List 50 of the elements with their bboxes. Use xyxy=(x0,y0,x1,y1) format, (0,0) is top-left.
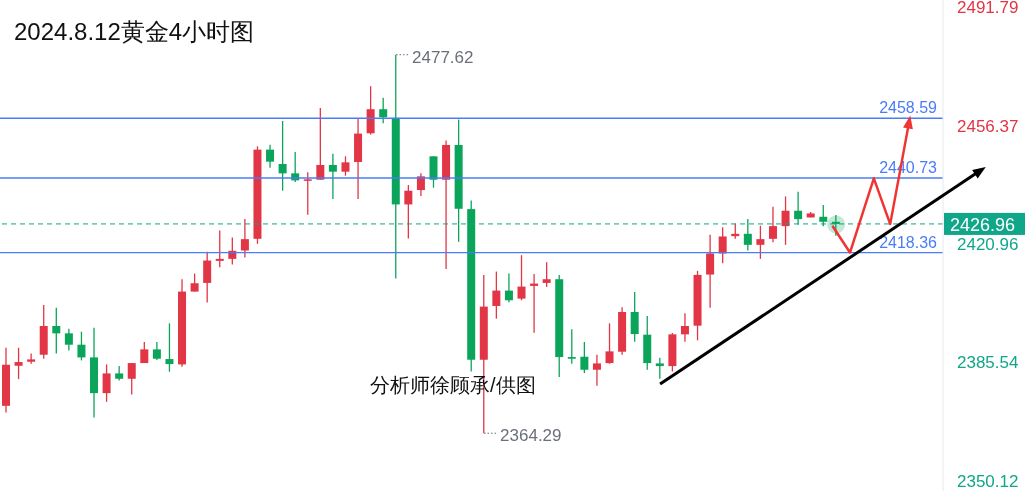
candlestick xyxy=(819,204,828,227)
candlestick xyxy=(379,97,388,124)
candlestick xyxy=(215,229,224,268)
candlestick xyxy=(567,328,576,365)
ref-line-label: 2426.96 xyxy=(950,214,1016,235)
candlestick xyxy=(240,218,249,259)
y-tick-label: 2456.37 xyxy=(957,116,1019,136)
y-tick-label: 2350.12 xyxy=(957,471,1019,491)
candlestick xyxy=(504,272,513,303)
candlestick xyxy=(203,251,212,304)
candlestick xyxy=(580,341,589,374)
candlestick xyxy=(756,225,765,260)
annotation: 2477.62 xyxy=(412,47,474,67)
ref-line-label: 2458.59 xyxy=(879,99,938,117)
annotation: 2364.29 xyxy=(500,426,562,446)
candlestick xyxy=(278,120,287,192)
candlestick xyxy=(492,270,501,320)
candlestick xyxy=(64,328,73,352)
candlestick xyxy=(266,143,275,169)
candlestick xyxy=(655,357,664,380)
ref-line-label: 2418.36 xyxy=(879,233,938,251)
candlestick xyxy=(303,171,312,216)
candlestick xyxy=(27,352,36,365)
candlestick xyxy=(165,322,174,373)
candlestick xyxy=(592,354,601,387)
candlestick xyxy=(52,306,61,355)
candlestick xyxy=(542,261,551,288)
candlestick xyxy=(14,347,23,380)
candlestick xyxy=(718,226,727,264)
candlestick xyxy=(77,331,86,362)
candlestick xyxy=(152,341,161,361)
candlestick xyxy=(102,363,111,403)
candlestick xyxy=(429,155,438,189)
y-tick-label: 2491.79 xyxy=(957,0,1019,18)
candlestick xyxy=(706,234,715,309)
candlestick xyxy=(794,191,803,226)
candlestick xyxy=(743,218,752,252)
candlestick xyxy=(328,153,337,200)
candlestick xyxy=(768,206,777,243)
candlestick xyxy=(605,322,614,365)
text: 2024.8.12黄金4小时图 xyxy=(14,17,255,47)
candlestick xyxy=(630,291,639,343)
candlestick xyxy=(680,312,689,343)
y-tick-label: 2385.54 xyxy=(957,353,1019,373)
candlestick xyxy=(341,155,350,177)
candlestick xyxy=(404,184,413,240)
y-tick-label: 2420.96 xyxy=(957,234,1019,254)
candlestick xyxy=(517,254,526,301)
candlestick xyxy=(190,272,199,293)
candlestick xyxy=(127,362,136,396)
